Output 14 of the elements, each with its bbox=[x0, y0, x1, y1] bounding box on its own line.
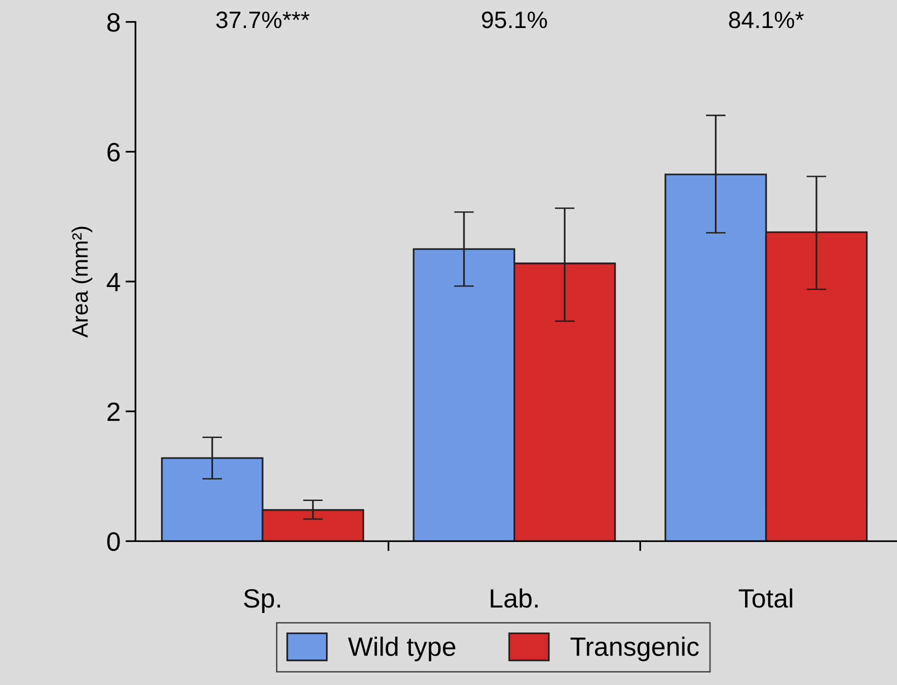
legend-label: Transgenic bbox=[570, 636, 699, 662]
legend-label: Wild type bbox=[348, 636, 456, 662]
x-tick-label: Lab. bbox=[490, 588, 538, 608]
x-tick-label: Sp. bbox=[244, 589, 280, 613]
x-tick-label: Total bbox=[738, 588, 792, 608]
y-tick-label: 2 bbox=[108, 402, 120, 421]
annotation: 84.1%* bbox=[729, 12, 804, 28]
y-tick-label: 4 bbox=[106, 272, 120, 292]
y-tick-label: 6 bbox=[108, 142, 120, 162]
y-tick-label: 0 bbox=[107, 532, 120, 551]
y-axis-title: Area (mm²) bbox=[72, 226, 92, 338]
annotation: 37.7%*** bbox=[216, 12, 310, 28]
annotation: 95.1% bbox=[482, 12, 547, 28]
y-tick-label: 8 bbox=[107, 13, 120, 32]
